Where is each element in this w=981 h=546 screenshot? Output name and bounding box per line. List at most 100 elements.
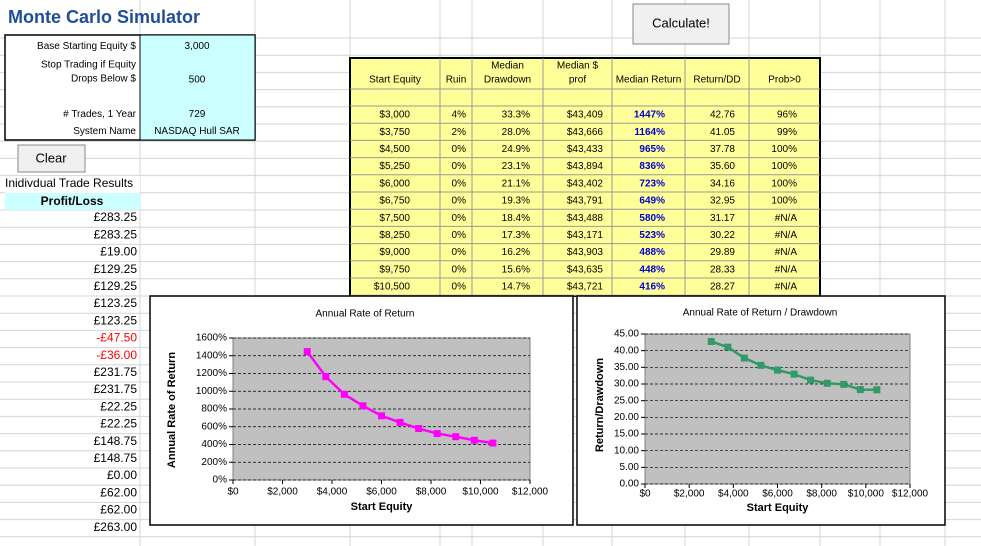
trade-result: £283.25 <box>94 210 138 224</box>
x-tick-label: $6,000 <box>366 487 397 498</box>
table-cell: $43,171 <box>567 230 604 241</box>
table-cell: 31.17 <box>710 213 735 224</box>
chart-title: Annual Rate of Return / Drawdown <box>683 308 838 319</box>
button-face[interactable] <box>632 3 730 45</box>
table-cell: 100% <box>771 161 797 172</box>
column-header: Ruin <box>446 75 467 86</box>
table-cell: 96% <box>777 110 797 121</box>
trade-result: £123.25 <box>94 296 138 310</box>
button-face[interactable] <box>17 144 86 173</box>
data-point <box>807 376 815 384</box>
trades-header-bg <box>5 193 140 210</box>
results-table <box>349 57 821 297</box>
table-cell: $3,750 <box>379 127 410 138</box>
table-cell: $43,721 <box>567 282 604 293</box>
data-point <box>740 354 748 362</box>
data-point <box>823 379 831 387</box>
x-tick-label: $8,000 <box>806 489 837 500</box>
table-cell: 29.89 <box>710 247 735 258</box>
y-tick-label: 35.00 <box>614 362 639 373</box>
table-cell: 0% <box>452 230 467 241</box>
data-point <box>359 402 367 410</box>
table-cell: 0% <box>452 213 467 224</box>
trade-result: £22.25 <box>100 399 137 413</box>
trade-result: £283.25 <box>94 227 138 241</box>
calculate-button[interactable]: Calculate! <box>632 3 730 45</box>
table-cell: 0% <box>452 161 467 172</box>
clear-button[interactable]: Clear <box>17 144 86 173</box>
table-cell: $9,750 <box>379 264 410 275</box>
table-cell: 17.3% <box>502 230 530 241</box>
y-tick-label: 0% <box>213 475 228 486</box>
y-tick-label: 1600% <box>196 333 227 344</box>
table-cell: $43,894 <box>567 161 604 172</box>
y-tick-label: 5.00 <box>620 462 640 473</box>
input-value: NASDAQ Hull SAR <box>154 126 240 137</box>
table-cell: 100% <box>771 144 797 155</box>
table-cell: 836% <box>639 161 665 172</box>
y-tick-label: 20.00 <box>614 412 639 423</box>
app-title: Monte Carlo Simulator <box>8 7 200 27</box>
trade-result: £0.00 <box>107 468 137 482</box>
table-cell: $43,903 <box>567 247 604 258</box>
x-tick-label: $10,000 <box>462 487 499 498</box>
table-cell: $4,500 <box>379 144 410 155</box>
table-cell: $6,000 <box>379 178 410 189</box>
trade-result: £22.25 <box>100 417 137 431</box>
data-point <box>757 361 765 369</box>
column-header: Drawdown <box>484 75 531 86</box>
table-cell: $7,500 <box>379 213 410 224</box>
x-tick-label: $8,000 <box>416 487 447 498</box>
x-tick-label: $2,000 <box>267 487 298 498</box>
y-tick-label: 25.00 <box>614 395 639 406</box>
trade-result: £62.00 <box>100 503 137 517</box>
table-cell: 4% <box>452 110 467 121</box>
table-cell: 24.9% <box>502 144 530 155</box>
table-cell: 99% <box>777 127 797 138</box>
column-header: prof <box>569 75 586 86</box>
button-label[interactable]: Calculate! <box>652 15 710 30</box>
x-tick-label: $0 <box>227 487 239 498</box>
column-header: Median Return <box>616 75 682 86</box>
data-point <box>452 433 460 441</box>
y-tick-label: 45.00 <box>614 329 639 340</box>
data-point <box>774 366 781 374</box>
table-cell: 649% <box>639 196 665 207</box>
table-cell: 18.4% <box>502 213 530 224</box>
trades-title-bg <box>5 176 140 193</box>
column-header: Start Equity <box>369 75 421 86</box>
table-cell: 523% <box>639 230 665 241</box>
button-label[interactable]: Clear <box>35 150 67 165</box>
column-header: Median $ <box>557 61 599 72</box>
x-tick-label: $4,000 <box>317 487 348 498</box>
x-tick-label: $10,000 <box>848 489 885 500</box>
table-cell: #N/A <box>775 213 798 224</box>
data-point <box>724 343 732 351</box>
trades-header: Profit/Loss <box>41 194 104 208</box>
table-cell: 28.27 <box>710 282 735 293</box>
x-tick-label: $4,000 <box>718 489 749 500</box>
table-cell: 15.6% <box>502 264 530 275</box>
trade-result: -£47.50 <box>96 331 137 345</box>
table-cell: $43,402 <box>567 178 604 189</box>
content: Base Starting Equity $ 3,000 Stop Trading … <box>4 34 946 534</box>
table-cell: 2% <box>452 127 467 138</box>
y-tick-label: 400% <box>201 439 227 450</box>
table-cell: 14.7% <box>502 282 530 293</box>
table-cell: $10,500 <box>374 282 411 293</box>
table-cell: $5,250 <box>379 161 410 172</box>
y-axis-label: Return/Drawdown <box>594 358 606 452</box>
y-tick-label: 30.00 <box>614 379 639 390</box>
input-value: 3,000 <box>184 41 209 52</box>
table-cell: 28.0% <box>502 127 530 138</box>
input-label: Base Starting Equity $ <box>37 41 136 52</box>
trade-result: £129.25 <box>94 279 138 293</box>
x-tick-label: $0 <box>639 489 651 500</box>
table-cell: $8,250 <box>379 230 410 241</box>
column-header: Median <box>491 61 524 72</box>
y-axis-label: Annual Rate of Return <box>166 352 178 468</box>
table-cell: 30.22 <box>710 230 735 241</box>
table-cell: #N/A <box>775 264 798 275</box>
table-cell: 100% <box>771 178 797 189</box>
